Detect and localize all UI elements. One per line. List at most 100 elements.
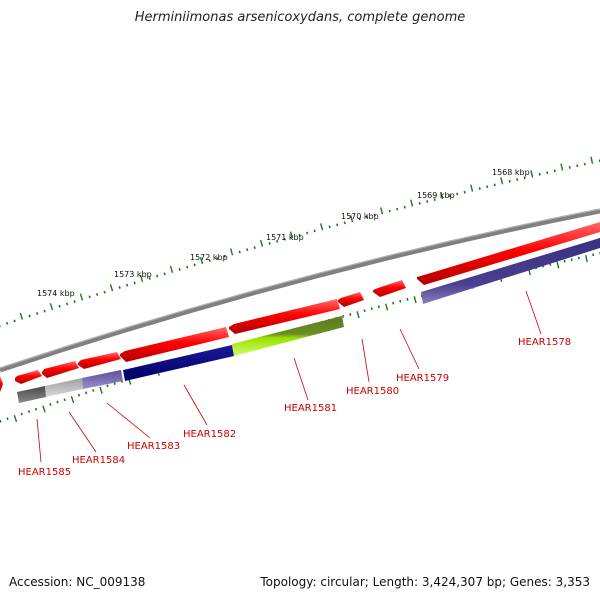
scale-label-1573: 1573 kbp xyxy=(114,270,152,279)
scale-tick-minor xyxy=(20,412,23,416)
gene-label-hear1581[interactable]: HEAR1581 xyxy=(284,403,337,414)
reverse-strand-genes xyxy=(17,238,600,403)
scale-tick-minor xyxy=(373,213,376,217)
scale-tick-minor xyxy=(493,183,496,187)
scale-tick-major xyxy=(79,293,84,301)
scale-tick-major xyxy=(169,265,174,274)
scale-tick-major xyxy=(590,156,594,164)
callout-line-hear1579 xyxy=(399,328,420,370)
scale-tick-minor xyxy=(577,256,580,260)
cds-arrow[interactable] xyxy=(120,327,229,362)
cds-arrow-hear1580[interactable] xyxy=(338,292,364,307)
scale-tick-major xyxy=(139,274,144,283)
scale-tick-major xyxy=(470,184,474,192)
cds-arrow-hear1579[interactable] xyxy=(373,280,406,297)
callout-line-hear1581 xyxy=(293,357,309,401)
scale-tick-minor xyxy=(418,201,421,205)
scale-tick-minor xyxy=(403,205,406,209)
scale-tick-minor xyxy=(96,293,99,296)
scale-tick-minor xyxy=(377,305,380,309)
gene-label-hear1578[interactable]: HEAR1578 xyxy=(518,337,571,348)
scale-tick-major xyxy=(413,296,417,304)
callout-line-hear1584 xyxy=(68,411,97,453)
scale-tick-minor xyxy=(73,300,76,304)
scale-tick-minor xyxy=(366,215,369,219)
genome-backbone-highlight xyxy=(0,208,600,369)
gene-block-hear1585[interactable] xyxy=(17,386,46,403)
scale-tick-minor xyxy=(392,301,395,305)
scale-tick-minor xyxy=(298,233,301,237)
scale-tick-minor xyxy=(592,253,595,257)
scale-tick-minor xyxy=(126,283,129,287)
scale-tick-minor xyxy=(35,312,39,316)
scale-tick-minor xyxy=(27,410,31,413)
cds-arrow[interactable] xyxy=(15,370,42,384)
scale-label-1571: 1571 kbp xyxy=(266,233,304,242)
gene-label-hear1582[interactable]: HEAR1582 xyxy=(183,429,236,440)
callout-line-hear1585 xyxy=(36,418,42,463)
scale-tick-major xyxy=(49,303,54,311)
scale-tick-minor xyxy=(84,391,88,395)
scale-tick-minor xyxy=(178,267,181,271)
scale-tick-minor xyxy=(370,307,373,311)
scale-tick-minor xyxy=(148,276,151,280)
genome-summary-text: Topology: circular; Length: 3,424,307 bp… xyxy=(260,575,590,589)
callout-line-hear1580 xyxy=(361,338,370,383)
scale-tick-major xyxy=(259,239,264,247)
scale-tick-major xyxy=(530,170,534,178)
scale-tick-minor xyxy=(486,185,489,189)
gene-label-hear1583[interactable]: HEAR1583 xyxy=(127,441,180,452)
scale-tick-major xyxy=(42,405,46,413)
map-title: Herminiimonas arsenicoxydans, complete g… xyxy=(134,10,466,25)
scale-tick-minor xyxy=(133,281,136,285)
scale-tick-major xyxy=(500,177,504,185)
scale-tick-minor xyxy=(63,398,66,402)
scale-tick-minor xyxy=(546,171,549,174)
scale-tick-major xyxy=(199,256,204,265)
gene-block-hear1584-b[interactable] xyxy=(82,370,123,389)
scale-tick-major xyxy=(229,248,234,256)
scale-tick-minor xyxy=(328,225,331,229)
scale-tick-minor xyxy=(208,259,211,262)
scale-tick-major xyxy=(70,395,75,404)
scale-tick-major xyxy=(289,231,294,239)
scale-label-1574: 1574 kbp xyxy=(37,289,75,298)
gene-label-hear1579[interactable]: HEAR1579 xyxy=(396,373,449,384)
scale-tick-major xyxy=(350,215,354,223)
scale-tick-minor xyxy=(343,221,346,225)
scale-tick-minor xyxy=(433,198,436,201)
cds-arrow[interactable] xyxy=(229,299,340,334)
callout-lines xyxy=(36,290,542,463)
scale-tick-minor xyxy=(342,315,345,318)
scale-tick-major xyxy=(109,284,114,292)
scale-tick-minor xyxy=(216,256,219,260)
scale-ticks-outer xyxy=(0,156,600,327)
scale-tick-minor xyxy=(43,309,46,313)
gene-block-hear1578[interactable] xyxy=(421,238,600,304)
gene-block-hear1583[interactable] xyxy=(123,345,234,381)
gene-block-hear1584[interactable] xyxy=(45,378,83,397)
scale-tick-minor xyxy=(268,241,271,245)
cds-arrow[interactable] xyxy=(0,376,3,392)
cds-arrow-hear1578[interactable] xyxy=(417,222,600,285)
callout-line-hear1583 xyxy=(106,402,151,439)
gene-block-hear1581[interactable] xyxy=(232,316,344,356)
scale-tick-minor xyxy=(313,229,316,233)
gene-label-hear1580[interactable]: HEAR1580 xyxy=(346,386,399,397)
cds-arrow[interactable] xyxy=(78,352,121,369)
gene-label-hear1584[interactable]: HEAR1584 xyxy=(72,455,125,466)
cds-arrow[interactable] xyxy=(42,361,79,378)
scale-tick-minor xyxy=(56,400,59,404)
scale-tick-minor xyxy=(396,207,399,211)
scale-tick-minor xyxy=(193,263,196,267)
gene-label-hear1585[interactable]: HEAR1585 xyxy=(18,467,71,478)
scale-tick-minor xyxy=(576,164,579,168)
scale-tick-minor xyxy=(426,200,429,203)
scale-tick-minor xyxy=(58,304,61,308)
scale-tick-minor xyxy=(88,295,91,299)
scale-tick-major xyxy=(320,223,324,231)
scale-tick-minor xyxy=(283,237,286,241)
scale-tick-minor xyxy=(516,178,519,181)
